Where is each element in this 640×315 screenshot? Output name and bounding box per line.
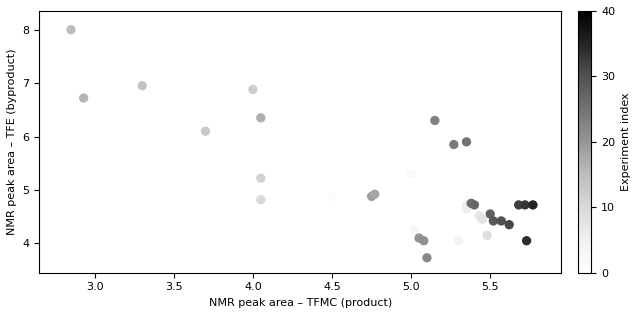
Point <box>256 115 266 120</box>
Point <box>367 194 377 199</box>
Point <box>422 255 432 260</box>
Point <box>469 203 479 208</box>
Point <box>454 238 464 243</box>
Point <box>419 238 429 243</box>
Point <box>409 227 419 232</box>
Point <box>248 87 258 92</box>
X-axis label: NMR peak area – TFMC (product): NMR peak area – TFMC (product) <box>209 298 392 308</box>
Point <box>137 83 147 88</box>
Point <box>477 217 488 222</box>
Y-axis label: Experiment index: Experiment index <box>621 93 631 191</box>
Point <box>200 129 211 134</box>
Point <box>504 222 515 227</box>
Point <box>528 203 538 208</box>
Point <box>461 203 472 208</box>
Point <box>256 176 266 181</box>
Point <box>414 236 424 241</box>
Point <box>256 197 266 202</box>
Point <box>513 203 524 208</box>
Y-axis label: NMR peak area – TFE (byproduct): NMR peak area – TFE (byproduct) <box>7 49 17 235</box>
Point <box>466 201 476 206</box>
Point <box>66 27 76 32</box>
Point <box>520 203 530 208</box>
Point <box>474 213 484 218</box>
Point <box>488 218 499 223</box>
Point <box>406 171 416 176</box>
Point <box>327 194 337 199</box>
Point <box>370 192 380 197</box>
Point <box>79 95 89 100</box>
Point <box>429 118 440 123</box>
Point <box>461 206 472 211</box>
Point <box>461 139 472 144</box>
Point <box>482 233 492 238</box>
Point <box>522 238 532 243</box>
Point <box>496 218 506 223</box>
Point <box>485 211 495 216</box>
Point <box>449 142 459 147</box>
